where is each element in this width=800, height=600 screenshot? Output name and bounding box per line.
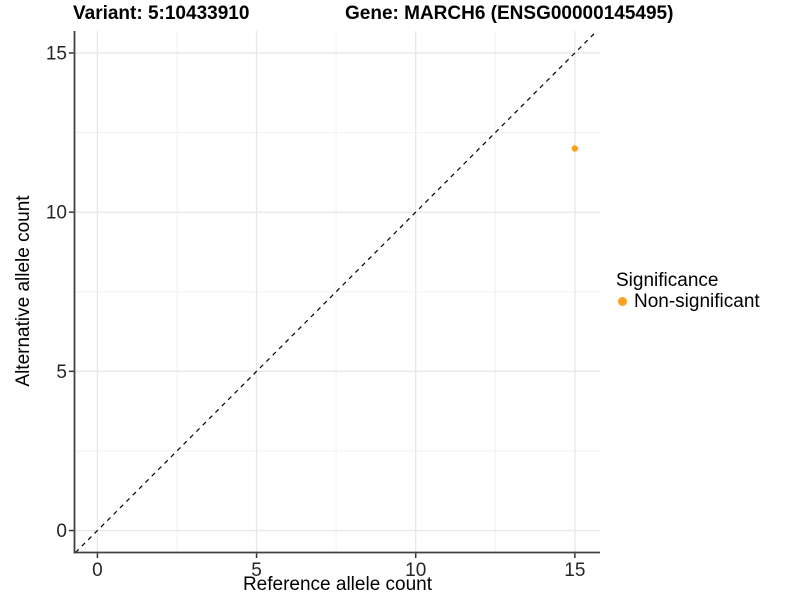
data-point (571, 145, 579, 152)
axis-lines (73, 31, 600, 554)
y-tick-label: 5 (56, 362, 67, 383)
y-tick-label: 15 (46, 43, 67, 64)
x-tick-label: 15 (564, 560, 585, 581)
x-tick-label: 5 (251, 560, 262, 581)
plot-title-gene: Gene: MARCH6 (ENSG00000145495) (345, 3, 674, 24)
y-tick-label: 0 (56, 521, 67, 542)
gridlines-minor (74, 31, 600, 553)
identity-line-group (75, 30, 598, 553)
x-tick-label: 10 (405, 560, 426, 581)
x-axis-title: Reference allele count (242, 574, 433, 595)
gridlines-major (74, 31, 600, 553)
legend-point-icon (618, 297, 627, 306)
identity-line (75, 30, 598, 553)
legend-item-non-significant: Non-significant (616, 290, 760, 312)
y-tick-label: 10 (46, 203, 67, 224)
data-points (571, 145, 579, 152)
plot-title-variant: Variant: 5:10433910 (73, 3, 250, 24)
legend-item-label: Non-significant (634, 290, 760, 312)
axis-ticks (69, 52, 576, 558)
y-tick-labels: 0 5 10 15 (46, 43, 67, 542)
x-tick-labels: 0 5 10 15 (92, 560, 585, 581)
x-tick-label: 0 (92, 560, 103, 581)
y-axis-title: Alternative allele count (13, 195, 34, 387)
legend: Significance Non-significant (616, 270, 760, 312)
legend-title: Significance (616, 270, 719, 291)
